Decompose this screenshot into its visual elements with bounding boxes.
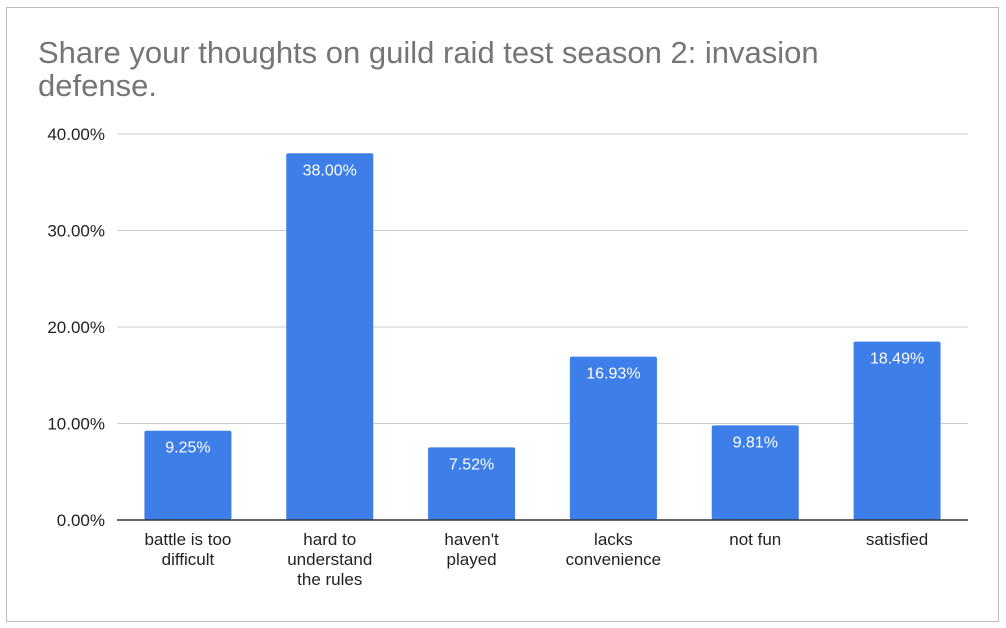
y-tick-label: 30.00% xyxy=(47,222,105,241)
x-tick-label: convenience xyxy=(566,550,661,569)
bar xyxy=(428,447,516,520)
y-tick-label: 10.00% xyxy=(47,415,105,434)
x-tick-label: understand xyxy=(287,550,372,569)
bar xyxy=(711,425,799,520)
y-tick-label: 0.00% xyxy=(57,511,105,530)
y-tick-label: 40.00% xyxy=(47,125,105,144)
data-label: 18.49% xyxy=(870,351,924,368)
x-tick-label: lacks xyxy=(594,530,633,549)
data-label: 9.25% xyxy=(165,440,210,457)
x-tick-label: the rules xyxy=(297,570,362,589)
bar xyxy=(144,430,232,520)
data-label: 16.93% xyxy=(586,366,640,383)
y-tick-label: 20.00% xyxy=(47,318,105,337)
x-tick-label: battle is too xyxy=(144,530,231,549)
data-label: 38.00% xyxy=(303,162,357,179)
bar xyxy=(286,153,374,521)
x-tick-label: not fun xyxy=(729,530,781,549)
x-tick-label: hard to xyxy=(303,530,356,549)
bar xyxy=(569,356,657,520)
bar xyxy=(853,341,941,520)
x-tick-label: haven't xyxy=(444,530,499,549)
x-tick-label: difficult xyxy=(162,550,215,569)
data-label: 7.52% xyxy=(449,456,494,473)
x-tick-label: satisfied xyxy=(866,530,928,549)
data-label: 9.81% xyxy=(733,434,778,451)
x-tick-label: played xyxy=(447,550,497,569)
chart-title: Share your thoughts on guild raid test s… xyxy=(38,35,819,103)
